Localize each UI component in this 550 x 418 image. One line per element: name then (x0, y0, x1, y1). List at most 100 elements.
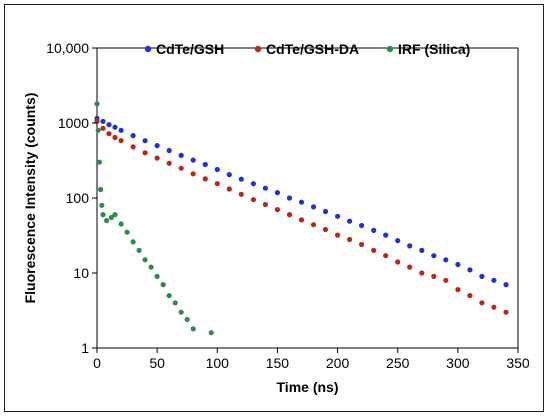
data-point (322, 208, 329, 215)
data-point (455, 261, 461, 268)
data-point (322, 226, 329, 233)
data-point (166, 293, 172, 299)
data-point (383, 232, 389, 238)
data-point (274, 190, 280, 196)
legend: CdTe/GSH CdTe/GSH-DA IRF (Silica) (144, 41, 470, 57)
data-point (112, 212, 118, 218)
data-point (136, 247, 142, 253)
data-point (130, 133, 136, 139)
x-axis-title: Time (ns) (277, 379, 339, 395)
data-point (359, 241, 365, 248)
x-tick-label: 200 (326, 355, 350, 371)
data-point (142, 257, 148, 263)
data-point (479, 273, 485, 279)
data-point (347, 218, 353, 224)
data-point (214, 166, 220, 173)
plot-area (96, 47, 519, 349)
x-tick-label: 50 (149, 355, 165, 371)
data-point (310, 222, 317, 228)
data-point (467, 267, 473, 273)
data-point (106, 131, 112, 137)
y-tick-label: 1000 (58, 115, 89, 131)
y-tick-label: 10,000 (46, 40, 89, 56)
data-point (443, 257, 449, 263)
data-point (455, 287, 461, 293)
data-point (154, 155, 160, 161)
series-0 (94, 115, 509, 288)
data-point (108, 214, 114, 221)
data-point (467, 293, 473, 299)
series-1 (94, 118, 509, 315)
data-point (226, 172, 232, 178)
legend-marker (254, 45, 262, 53)
data-point (100, 212, 106, 218)
data-point (154, 273, 160, 279)
data-point (371, 247, 377, 253)
data-point (100, 125, 106, 131)
data-point (431, 253, 437, 259)
data-point (491, 304, 497, 310)
data-point (130, 144, 136, 150)
legend-label: IRF (Silica) (398, 41, 470, 57)
data-point (104, 218, 110, 224)
data-point (238, 176, 244, 182)
data-point (335, 213, 341, 219)
data-point (310, 204, 317, 210)
data-point (178, 152, 184, 158)
data-point (172, 300, 178, 306)
data-point (347, 236, 353, 243)
x-tick-label: 300 (446, 355, 470, 371)
legend-marker (386, 45, 394, 53)
data-point (503, 282, 509, 288)
data-point (106, 122, 112, 128)
data-point (130, 239, 136, 245)
x-tick-label: 250 (386, 355, 410, 371)
legend-label: CdTe/GSH-DA (266, 41, 359, 57)
data-point (94, 101, 100, 107)
data-point (208, 330, 214, 336)
y-tick-label: 100 (66, 190, 90, 206)
data-point (142, 150, 148, 156)
data-point (262, 185, 268, 191)
data-point (359, 222, 365, 229)
data-point (202, 161, 208, 168)
data-point (178, 309, 184, 315)
data-point (154, 143, 160, 149)
y-tick-label: 1 (81, 340, 89, 356)
data-point (214, 181, 220, 187)
x-tick-label: 0 (93, 355, 101, 371)
data-point (286, 212, 293, 218)
data-point (407, 243, 413, 249)
x-tick-label: 350 (506, 355, 530, 371)
y-tick-label: 10 (73, 265, 89, 281)
data-point (298, 217, 305, 223)
data-point (118, 127, 124, 133)
data-point (148, 264, 154, 270)
data-point (443, 277, 449, 283)
data-point (371, 227, 377, 233)
x-tick-label: 100 (206, 355, 230, 371)
data-point (166, 160, 172, 166)
data-point (226, 186, 232, 192)
data-point (112, 124, 118, 130)
data-point (166, 147, 172, 154)
data-point (250, 181, 256, 187)
x-tick-label: 150 (266, 355, 290, 371)
data-point (238, 191, 244, 197)
data-point (190, 326, 196, 332)
data-point (99, 202, 105, 208)
data-point (112, 134, 118, 141)
data-point (286, 195, 293, 201)
y-axis-title: Fluorescence Intensity (counts) (22, 93, 38, 304)
data-point (407, 264, 413, 270)
legend-marker (144, 45, 152, 53)
data-point (118, 138, 124, 144)
data-point (491, 277, 497, 283)
data-point (184, 316, 190, 323)
data-point (124, 229, 130, 235)
chart-frame (4, 4, 544, 412)
data-point (395, 238, 401, 244)
data-point (395, 259, 401, 265)
data-point (479, 300, 485, 306)
